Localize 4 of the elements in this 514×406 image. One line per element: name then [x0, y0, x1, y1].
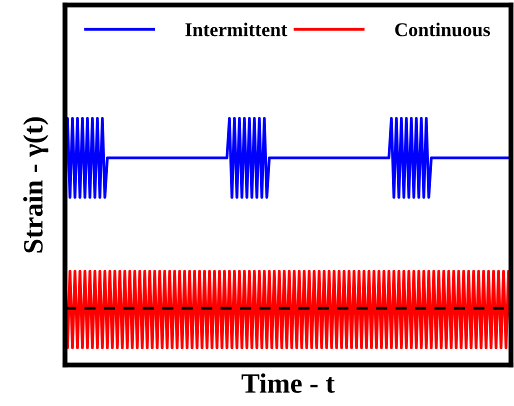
legend-label: Continuous	[395, 22, 490, 36]
x-axis-title: Time - t	[242, 373, 335, 393]
legend-label: Intermittent	[185, 22, 288, 36]
y-axis-title: Strain - γ(t)	[23, 117, 48, 252]
